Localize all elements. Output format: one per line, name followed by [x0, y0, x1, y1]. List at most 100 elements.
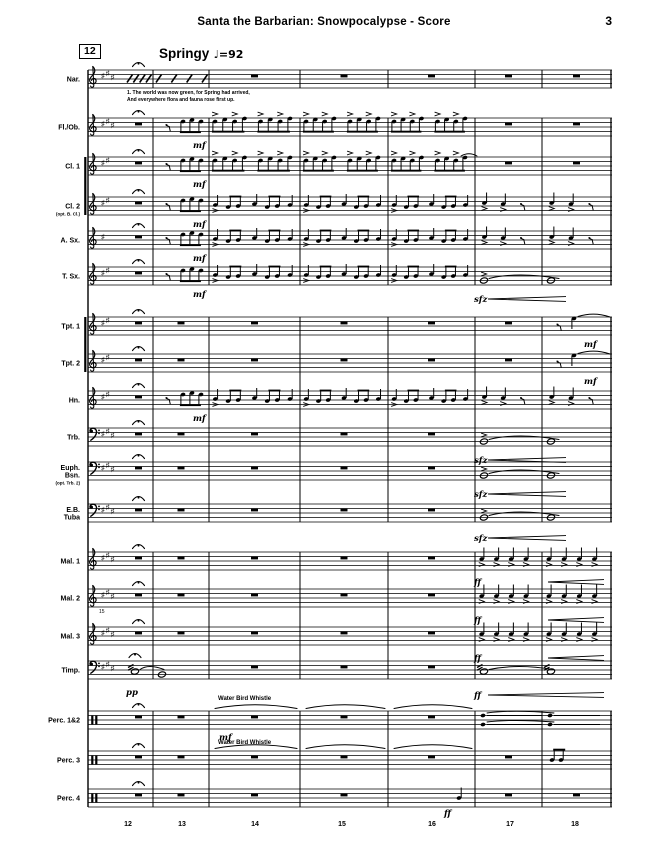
key-signature-sharp: ♯	[101, 630, 105, 637]
measure-number: 15	[338, 821, 346, 828]
dynamic-marking-sfz: sfz	[474, 456, 487, 466]
key-signature-sharp: ♯	[111, 557, 115, 564]
staff-tenor-sax: ♯ ♯ T. Sx.	[62, 258, 612, 286]
instrument-label-narrator: Nar.	[67, 77, 80, 84]
instrument-sublabel-euphonium-bassoon: (opt. Trb. 2)	[56, 480, 81, 485]
key-signature-sharp: ♯	[106, 505, 110, 512]
measure-number: 18	[571, 821, 579, 828]
key-signature-sharp: ♯	[101, 234, 105, 241]
dynamic-marking-ff: ff	[443, 809, 453, 819]
instrument-label-flute-oboe: Fl./Ob.	[58, 125, 80, 132]
instrument-label-horn: Hn.	[69, 398, 80, 405]
dynamic-marking-pp: pp	[126, 688, 138, 698]
key-signature-sharp: ♯	[111, 666, 115, 673]
rehearsal-mark: 12	[79, 44, 101, 59]
staff-alto-sax: ♯ A. Sx.	[61, 222, 612, 250]
key-signature-sharp: ♯	[101, 270, 105, 277]
measure-number: 12	[124, 821, 132, 828]
key-signature-sharp: ♯	[101, 394, 105, 401]
staff-mallets-3: ♯ ♯♯Mal. 3	[61, 618, 612, 646]
dynamic-marking-mf: mf	[193, 290, 207, 300]
instrument-label-percussion-4: Perc. 4	[57, 796, 80, 803]
instrument-label-tenor-sax: T. Sx.	[62, 274, 80, 281]
key-signature-sharp: ♯	[106, 553, 110, 560]
dynamic-marking-mf: mf	[584, 340, 598, 350]
staff-clarinet-2: ♯ ♯ Cl. 2(opt. B. Cl.)	[56, 188, 612, 217]
key-signature-sharp: ♯	[111, 123, 115, 130]
tempo-metronome: ♩=92	[213, 48, 244, 61]
key-signature-sharp: ♯	[106, 662, 110, 669]
instrument-label-clarinet-2: Cl. 2	[65, 204, 80, 211]
instrument-label-clarinet-1: Cl. 1	[65, 164, 80, 171]
narration-text-line-2: And everywhere flora and fauna rose firs…	[127, 97, 235, 103]
dynamic-marking-mf: mf	[193, 141, 207, 151]
key-signature-sharp: ♯	[101, 592, 105, 599]
dynamic-marking-mf: mf	[193, 220, 207, 230]
key-signature-sharp: ♯	[111, 467, 115, 474]
key-signature-sharp: ♯	[101, 73, 105, 80]
instrument-label-mallets-3: Mal. 3	[61, 634, 81, 641]
staff-trumpet-1: ♯ ♯ Tpt. 1	[61, 308, 612, 336]
page-number: 3	[605, 14, 612, 28]
key-signature-sharp: ♯	[106, 158, 110, 165]
staff-percussion-4: Perc. 4	[57, 780, 612, 808]
key-signature-sharp: ♯	[111, 75, 115, 82]
key-signature-sharp: ♯	[101, 200, 105, 207]
instrument-label-alto-sax: A. Sx.	[61, 238, 81, 245]
staff-clarinet-1: ♯ ♯ Cl. 1	[65, 148, 612, 176]
narration-text-line-1: 1. The world was now green, for Spring h…	[127, 90, 250, 96]
dynamic-marking-mf: mf	[193, 254, 207, 264]
key-signature-sharp: ♯	[111, 632, 115, 639]
key-signature-sharp: ♯	[101, 465, 105, 472]
key-signature-sharp: ♯	[101, 320, 105, 327]
key-signature-sharp: ♯	[106, 318, 110, 325]
staff-percussion-1-2: Perc. 1&2	[48, 702, 612, 730]
key-signature-sharp: ♯	[106, 463, 110, 470]
dynamic-marking-ff: ff	[473, 691, 483, 701]
key-signature-sharp: ♯	[106, 355, 110, 362]
tempo-word: Springy	[159, 46, 210, 61]
staff-trombone: ♯ ♯♯Trb.	[67, 419, 612, 447]
key-signature-sharp: ♯	[106, 198, 110, 205]
key-signature-sharp: ♯	[111, 433, 115, 440]
technique-text: Water Bird Whistle	[218, 696, 272, 702]
measure-number: 13	[178, 821, 186, 828]
key-signature-sharp: ♯	[111, 509, 115, 516]
instrument-label-trombone: Trb.	[67, 435, 80, 442]
key-signature-sharp: ♯	[106, 628, 110, 635]
measure-number: 14	[251, 821, 259, 828]
dynamic-marking-ff: ff	[473, 616, 483, 626]
measure-number: 16	[428, 821, 436, 828]
instrument-label-trumpet-2: Tpt. 2	[61, 361, 80, 368]
dynamic-marking-ff: ff	[473, 654, 483, 664]
instrument-label-electric-bass-tuba: E.B.	[66, 507, 80, 514]
instrument-sublabel-clarinet-2: (opt. B. Cl.)	[56, 212, 80, 217]
dynamic-marking-mf: mf	[193, 180, 207, 190]
key-signature-sharp: ♯	[111, 594, 115, 601]
key-signature-sharp: ♯	[101, 555, 105, 562]
key-signature-sharp: ♯	[101, 507, 105, 514]
instrument-label-electric-bass-tuba: Tuba	[64, 514, 80, 521]
technique-text: 15	[99, 609, 105, 615]
staff-narrator: ♯ ♯♯Nar.	[67, 61, 612, 89]
key-signature-sharp: ♯	[101, 160, 105, 167]
key-signature-sharp: ♯	[106, 71, 110, 78]
dynamic-marking-mf: mf	[219, 733, 233, 743]
staff-electric-bass-tuba: ♯ ♯♯E.B.Tuba	[64, 495, 612, 523]
staff-mallets-1: ♯ ♯♯Mal. 1	[61, 543, 612, 571]
key-signature-sharp: ♯	[101, 357, 105, 364]
dynamic-marking-ff: ff	[473, 578, 483, 588]
staff-percussion-3: Perc. 3	[57, 742, 612, 770]
key-signature-sharp: ♯	[106, 268, 110, 275]
key-signature-sharp: ♯	[106, 119, 110, 126]
instrument-label-euphonium-bassoon: Euph.	[61, 465, 80, 472]
dynamic-marking-sfz: sfz	[474, 490, 487, 500]
dynamic-marking-mf: mf	[193, 414, 207, 424]
instrument-label-trumpet-1: Tpt. 1	[61, 324, 80, 331]
key-signature-sharp: ♯	[106, 429, 110, 436]
instrument-label-euphonium-bassoon: Bsn.	[65, 472, 80, 479]
key-signature-sharp: ♯	[101, 121, 105, 128]
staff-euphonium-bassoon: ♯ ♯♯Euph.Bsn.(opt. Trb. 2)	[56, 453, 612, 485]
instrument-label-percussion-1-2: Perc. 1&2	[48, 718, 80, 725]
